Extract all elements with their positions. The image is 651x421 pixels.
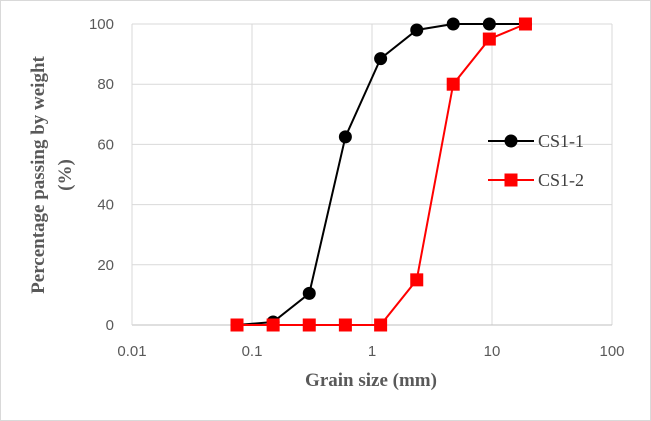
data-point (447, 78, 460, 91)
x-tick-label: 0.1 (242, 343, 263, 360)
y-axis-title-line-2: (%) (55, 159, 76, 191)
series-line (237, 24, 526, 325)
y-axis-title-units: (%) (55, 159, 76, 191)
y-axis-title-line-1: Percentage passing by weight (28, 55, 49, 293)
data-point (410, 273, 423, 286)
series-line (237, 24, 526, 325)
data-point (303, 319, 316, 332)
data-point (231, 319, 244, 332)
legend-item: CS1-1 (488, 131, 584, 151)
x-tick-label: 0.01 (117, 343, 146, 360)
x-tick-label: 1 (368, 343, 376, 360)
legend-marker (505, 174, 518, 187)
data-point (483, 33, 496, 46)
series-group (231, 18, 532, 332)
legend-label: CS1-1 (538, 131, 584, 151)
legend-item: CS1-2 (488, 170, 584, 190)
data-point (374, 319, 387, 332)
data-point (447, 18, 460, 31)
legend-label: CS1-2 (538, 170, 584, 190)
y-tick-label: 40 (97, 197, 114, 214)
x-tick-label: 100 (599, 343, 624, 360)
data-point (374, 52, 387, 65)
data-point (410, 24, 423, 37)
legend: CS1-1 CS1-2 (488, 131, 584, 190)
series-cs1-1 (231, 18, 532, 332)
y-tick-label: 60 (97, 136, 114, 153)
y-tick-label: 80 (97, 76, 114, 93)
y-axis-title: Percentage passing by weight (28, 55, 49, 293)
y-tick-label: 20 (97, 257, 114, 274)
data-point (339, 130, 352, 143)
x-axis-title: Grain size (mm) (305, 370, 437, 391)
y-tick-label: 0 (106, 317, 114, 334)
data-point (267, 319, 280, 332)
y-tick-label: 100 (89, 16, 114, 33)
data-point (303, 287, 316, 300)
data-point (519, 18, 532, 31)
data-point (483, 18, 496, 31)
legend-marker (505, 135, 518, 148)
x-tick-label: 10 (484, 343, 501, 360)
data-point (339, 319, 352, 332)
